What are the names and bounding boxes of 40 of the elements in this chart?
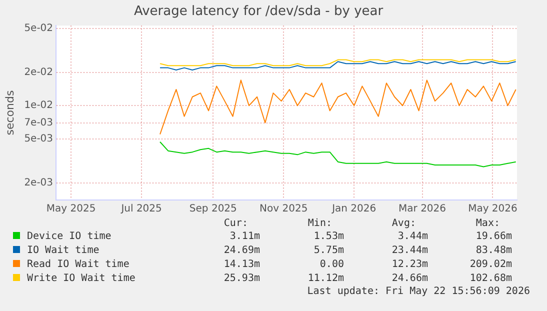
text: Last update: Fri May 22 15:56:09 2026 <box>306 286 530 297</box>
text: 0.00 <box>318 258 344 272</box>
text: 24.69m <box>222 244 260 258</box>
text: 12.23m <box>390 258 428 272</box>
text: 102.68m <box>468 272 512 286</box>
y-tick-label: 1e-02 <box>24 100 54 112</box>
text: 24.66m <box>390 272 428 286</box>
y-tick-label: 2e-03 <box>24 177 54 188</box>
y-tick-label: 7e-03 <box>24 117 54 128</box>
text: 14.13m <box>222 258 260 272</box>
text: 3.11m <box>228 230 260 244</box>
y-axis-title: seconds <box>3 90 16 136</box>
text: 209.02m <box>468 258 512 272</box>
x-tick-label: Mar 2026 <box>398 204 446 215</box>
text: 5.75m <box>312 244 344 258</box>
text: 3.44m <box>396 230 428 244</box>
x-tick-label: Jul 2025 <box>120 204 162 215</box>
x-tick-label: May 2025 <box>46 204 96 215</box>
legend-label: Write IO Wait time <box>26 272 136 286</box>
legend-label: Read IO Wait time <box>26 258 130 272</box>
text: 19.66m <box>474 230 512 244</box>
text: 83.48m <box>474 244 512 258</box>
y-tick-label: 5e-03 <box>24 134 54 144</box>
y-tick-label: 5e-02 <box>24 22 54 34</box>
text: Cur: <box>222 218 249 230</box>
text: 25.93m <box>222 272 260 286</box>
text: 23.44m <box>390 244 428 258</box>
chart-title: Average latency for /dev/sda - by year <box>134 4 384 20</box>
x-tick-label: May 2026 <box>468 204 518 215</box>
text: 1.53m <box>312 230 344 244</box>
x-tick-label: Nov 2025 <box>260 204 308 215</box>
text: 11.12m <box>306 272 344 286</box>
legend-label: IO Wait time <box>26 244 100 258</box>
legend-label: Device IO time <box>26 230 112 244</box>
x-tick-label: Sep 2025 <box>189 204 237 215</box>
x-tick-label: Jan 2026 <box>331 204 376 215</box>
text: Min: <box>306 218 333 230</box>
text: Avg: <box>390 218 417 230</box>
y-tick-label: 2e-02 <box>24 66 54 78</box>
text: Max: <box>474 218 501 230</box>
